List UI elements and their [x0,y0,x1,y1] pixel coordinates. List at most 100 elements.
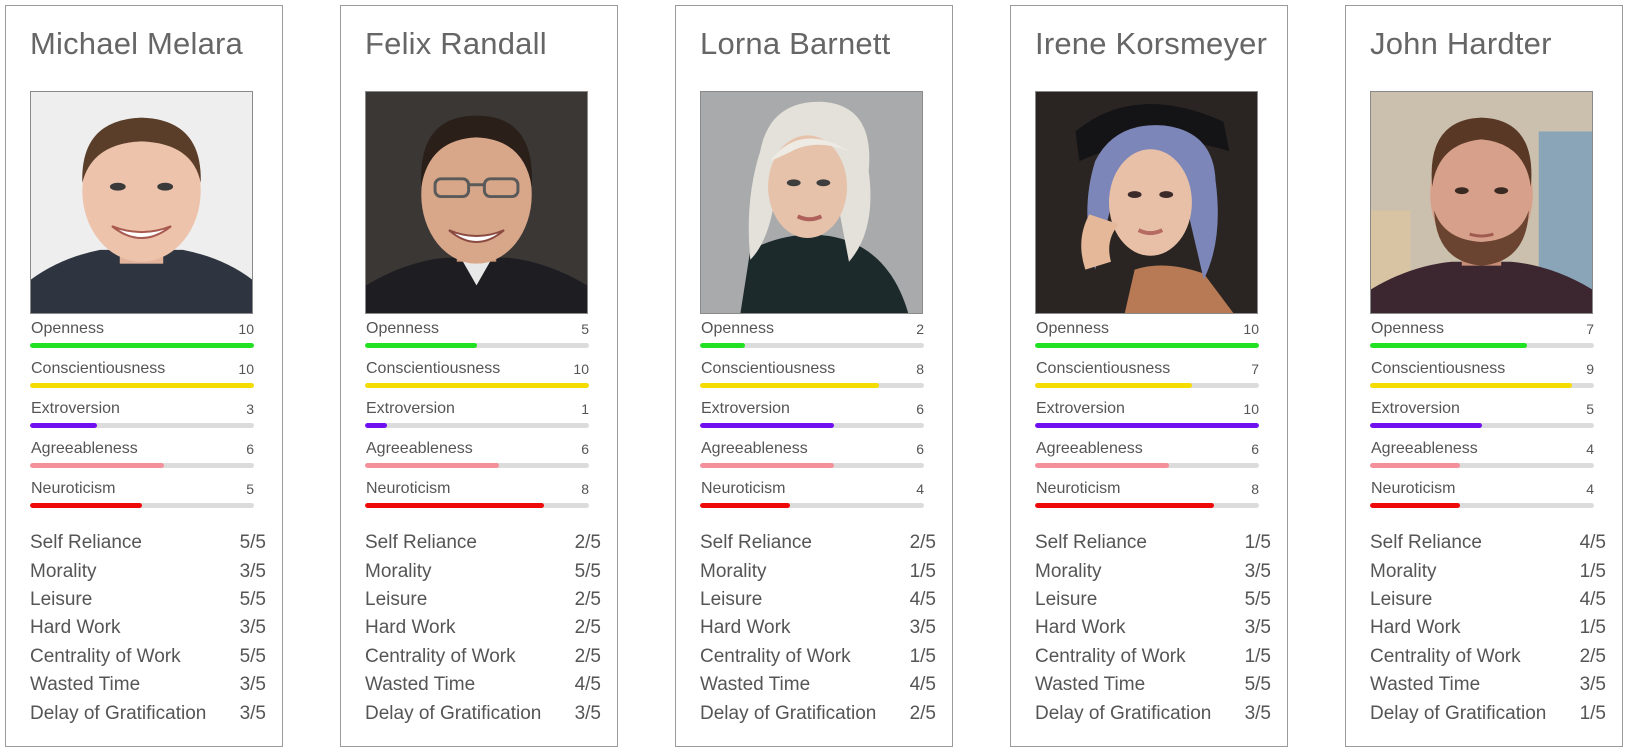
trait-bar-fill [1370,343,1527,348]
trait-score: 5 [581,321,589,337]
trait-score: 10 [1243,401,1259,417]
trait-bar-fill [1035,423,1259,428]
value-row-leisure: Leisure 5/5 [1035,589,1271,617]
value-score: 1/5 [909,561,936,582]
value-label: Hard Work [1370,617,1461,638]
trait-score: 3 [246,401,254,417]
profile-name: Michael Melara [30,26,243,61]
trait-bar-track [700,463,924,468]
value-label: Centrality of Work [1035,646,1186,667]
trait-label: Agreeableness [1371,440,1478,457]
value-score: 5/5 [1244,589,1271,610]
value-label: Centrality of Work [700,646,851,667]
trait-bar-track [1035,423,1259,428]
value-score: 5/5 [574,561,601,582]
trait-neuroticism: Neuroticism 4 [700,480,924,520]
trait-score: 6 [581,441,589,457]
trait-openness: Openness 2 [700,320,924,360]
trait-extroversion: Extroversion 1 [365,400,589,440]
value-score: 3/5 [909,617,936,638]
value-label: Hard Work [700,617,791,638]
value-row-centrality-of-work: Centrality of Work 5/5 [30,646,266,674]
value-label: Leisure [700,589,763,610]
value-label: Self Reliance [1370,532,1482,553]
trait-agreeableness: Agreeableness 4 [1370,440,1594,480]
trait-bar-track [1370,343,1594,348]
value-row-morality: Morality 1/5 [700,561,936,589]
trait-bar-track [30,463,254,468]
trait-bar-track [365,383,589,388]
trait-bar-fill [700,383,880,388]
trait-label: Agreeableness [701,440,808,457]
value-score: 1/5 [1244,646,1271,667]
value-row-hard-work: Hard Work 1/5 [1370,617,1606,645]
trait-openness: Openness 10 [30,320,254,360]
value-score: 3/5 [1244,561,1271,582]
value-score: 2/5 [909,703,936,724]
trait-label: Openness [1371,320,1444,337]
value-row-leisure: Leisure 4/5 [1370,589,1606,617]
trait-label: Extroversion [366,400,455,417]
trait-bar-fill [30,383,254,388]
value-label: Leisure [1370,589,1433,610]
trait-bar-fill [1370,423,1482,428]
trait-label: Extroversion [701,400,790,417]
value-score: 3/5 [239,703,266,724]
trait-label: Neuroticism [366,480,451,497]
trait-bar-fill [365,463,500,468]
value-row-self-reliance: Self Reliance 2/5 [365,532,601,560]
value-row-delay-of-gratification: Delay of Gratification 2/5 [700,703,936,731]
trait-conscientiousness: Conscientiousness 10 [30,360,254,400]
trait-bar-track [365,463,589,468]
value-score: 2/5 [574,646,601,667]
trait-score: 10 [238,361,254,377]
trait-label: Conscientiousness [366,360,501,377]
trait-score: 8 [916,361,924,377]
trait-bar-fill [1035,463,1170,468]
value-label: Centrality of Work [1370,646,1521,667]
trait-conscientiousness: Conscientiousness 9 [1370,360,1594,400]
value-row-wasted-time: Wasted Time 3/5 [30,674,266,702]
trait-bar-track [1035,463,1259,468]
trait-score: 6 [916,401,924,417]
trait-bar-fill [365,343,477,348]
trait-bar-fill [700,423,835,428]
trait-openness: Openness 7 [1370,320,1594,360]
value-score: 4/5 [1579,589,1606,610]
trait-neuroticism: Neuroticism 4 [1370,480,1594,520]
value-label: Hard Work [365,617,456,638]
value-row-hard-work: Hard Work 2/5 [365,617,601,645]
value-label: Delay of Gratification [1035,703,1212,724]
value-score: 2/5 [574,532,601,553]
trait-bar-track [700,423,924,428]
trait-bar-track [30,503,254,508]
trait-bar-track [30,343,254,348]
value-label: Leisure [30,589,93,610]
trait-score: 8 [1251,481,1259,497]
trait-bar-track [365,423,589,428]
value-row-self-reliance: Self Reliance 2/5 [700,532,936,560]
trait-label: Neuroticism [31,480,116,497]
value-row-delay-of-gratification: Delay of Gratification 3/5 [30,703,266,731]
trait-bar-track [700,383,924,388]
value-row-hard-work: Hard Work 3/5 [700,617,936,645]
value-score: 3/5 [574,703,601,724]
trait-conscientiousness: Conscientiousness 10 [365,360,589,400]
profile-card: Felix Randall Openness 5 Conscientiousne… [340,5,618,747]
trait-score: 5 [246,481,254,497]
trait-bar-track [30,383,254,388]
trait-bar-fill [365,383,589,388]
trait-label: Extroversion [1036,400,1125,417]
value-score: 5/5 [1244,674,1271,695]
value-label: Centrality of Work [30,646,181,667]
trait-label: Conscientiousness [1036,360,1171,377]
trait-score: 6 [246,441,254,457]
trait-score: 7 [1251,361,1259,377]
trait-bar-track [1035,503,1259,508]
trait-agreeableness: Agreeableness 6 [30,440,254,480]
trait-bar-fill [1035,343,1259,348]
value-score: 2/5 [574,589,601,610]
trait-score: 10 [573,361,589,377]
trait-bar-track [1370,463,1594,468]
trait-bar-track [700,503,924,508]
